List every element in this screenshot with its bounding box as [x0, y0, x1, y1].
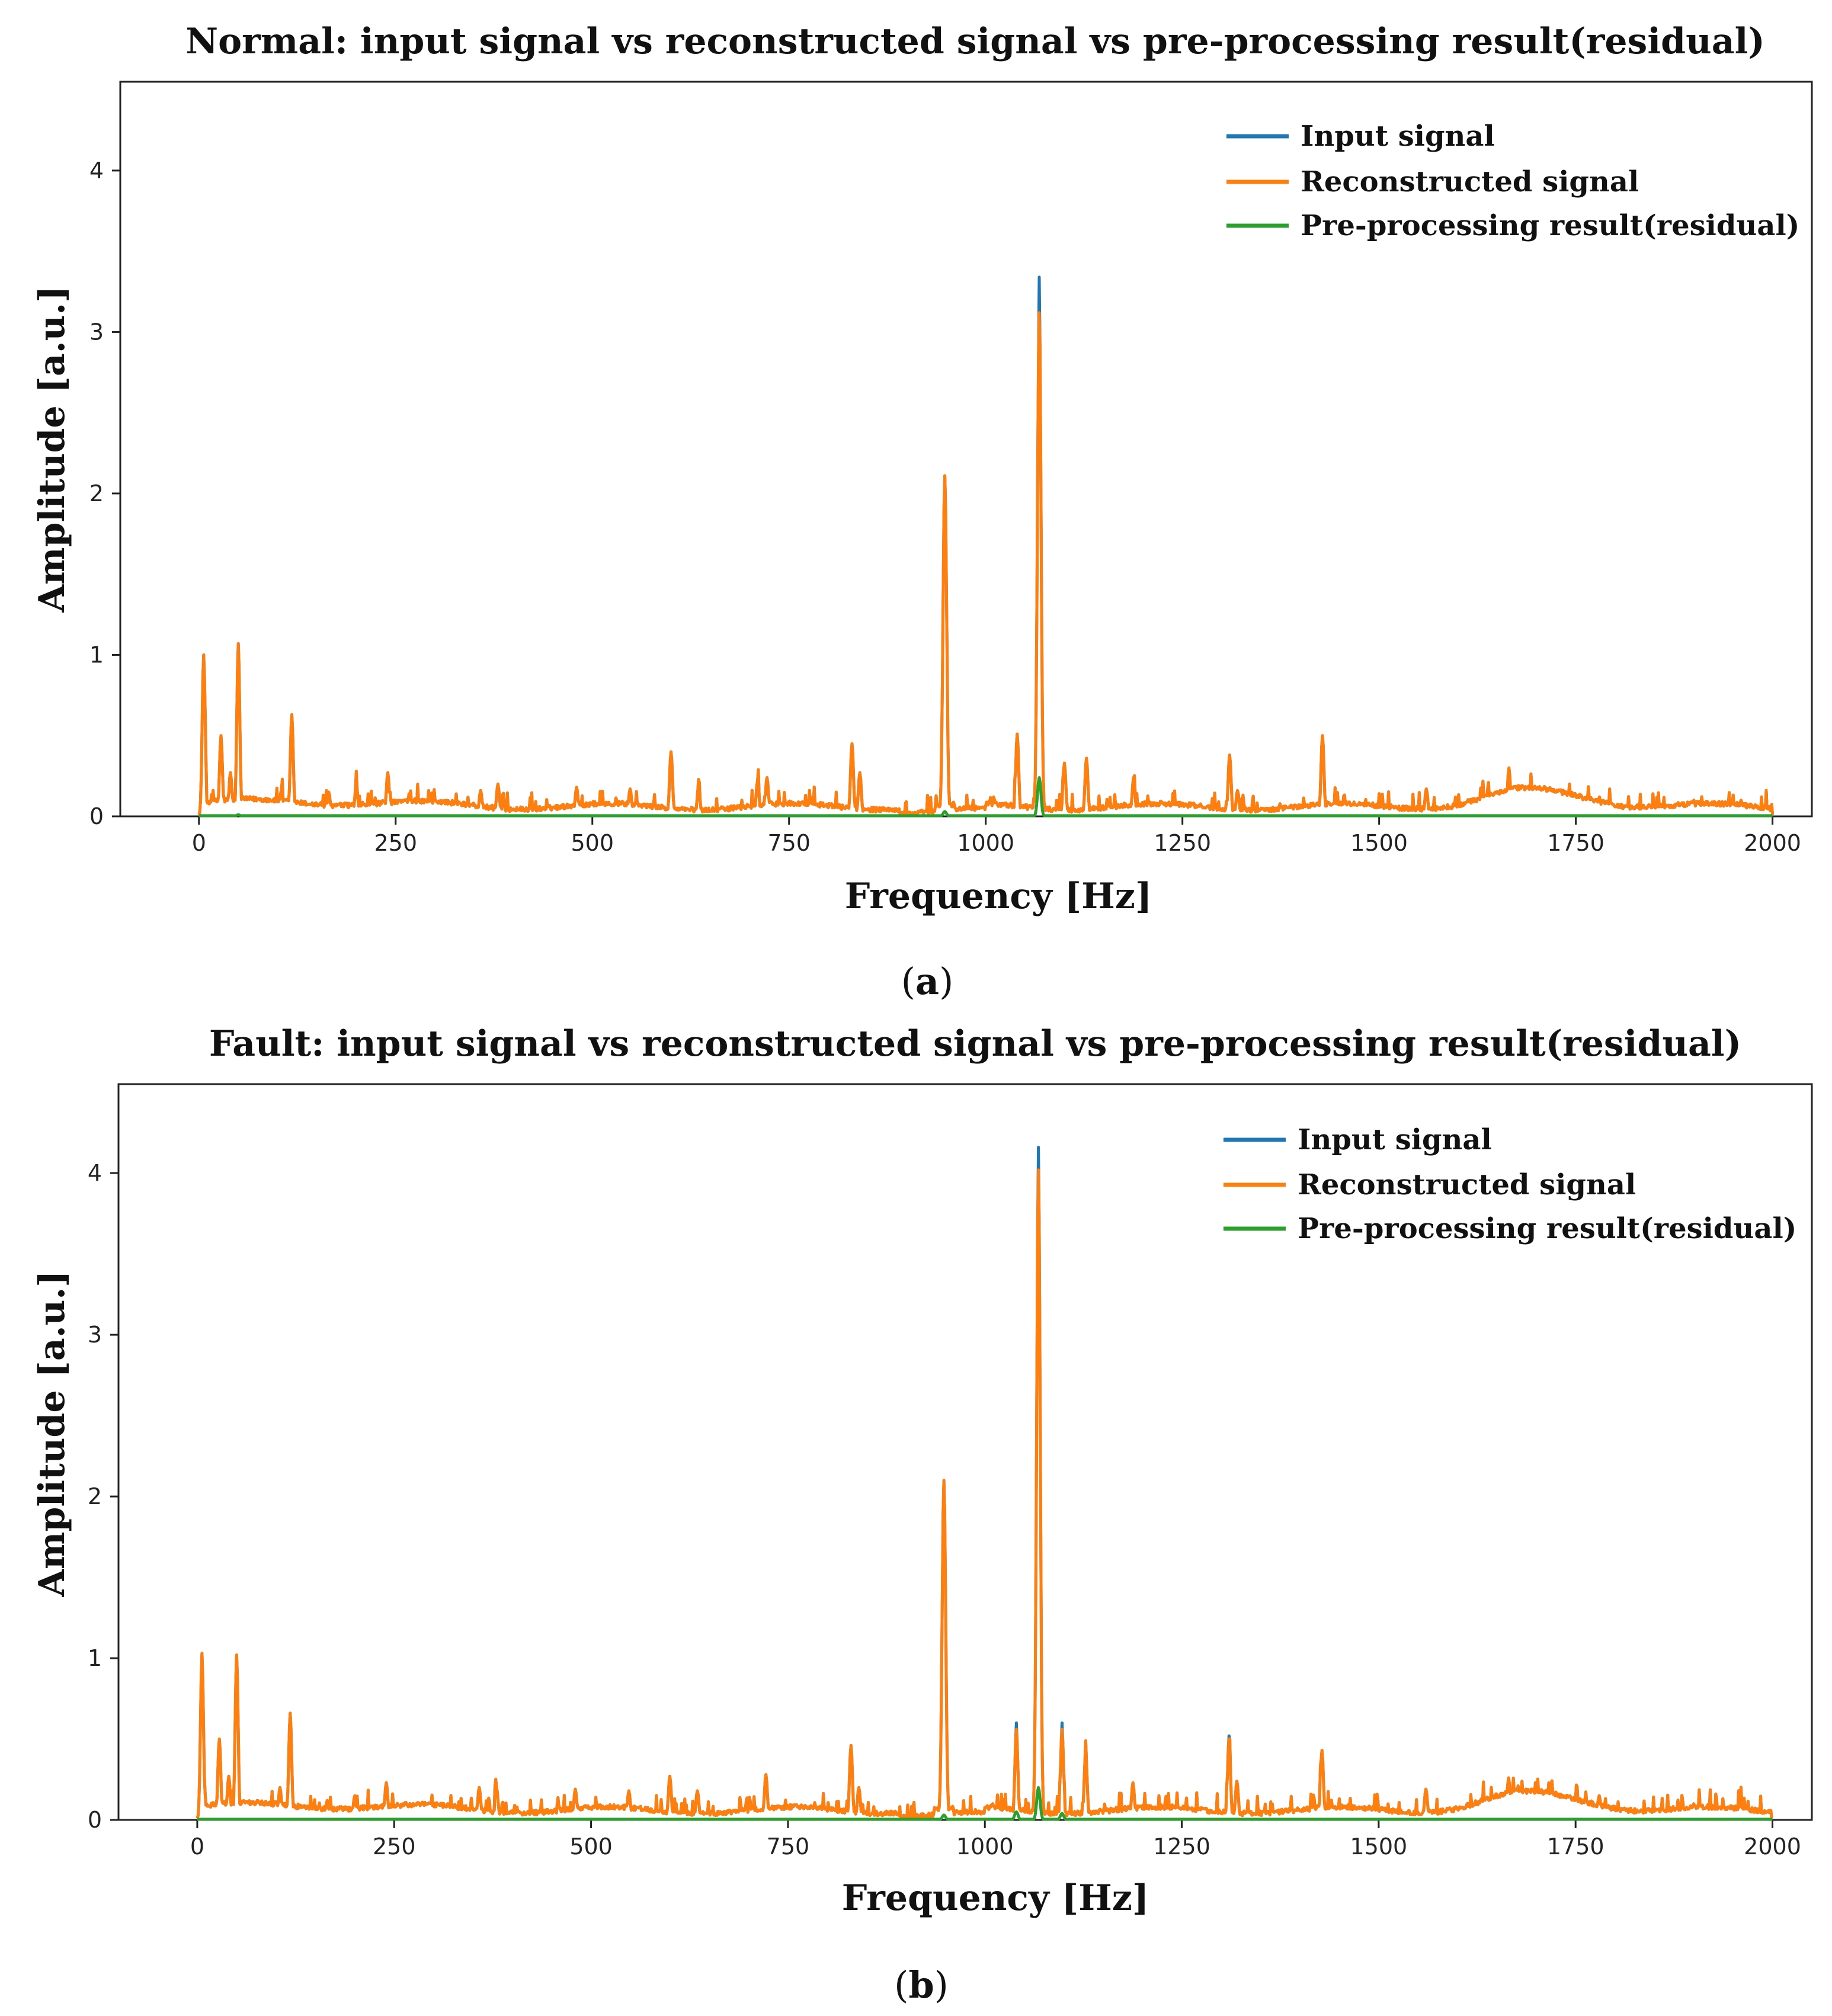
legend-b: Input signal Reconstructed signal Pre-pr…: [1224, 1123, 1796, 1245]
y-tick-label: 1: [89, 642, 104, 668]
series-line-reconstructed-signal: [197, 311, 1775, 816]
x-tick-label: 500: [569, 1834, 613, 1860]
panel-letter-b: b: [908, 1963, 934, 2007]
x-tick-label: 1500: [1350, 830, 1408, 856]
legend-label-input-a: Input signal: [1301, 120, 1495, 153]
y-tick-label: 4: [88, 1160, 102, 1186]
legend-label-reconstructed-b: Reconstructed signal: [1298, 1168, 1636, 1201]
panel-label-a: (a): [901, 960, 954, 1003]
x-tick-label: 1250: [1153, 1834, 1210, 1860]
axis-ticks-b: 0 250 500 750 1000 1250 1500 1750 2000 0 1 2 3 4: [88, 1160, 1801, 1860]
panel-label-b: (b): [894, 1963, 949, 2007]
series-line-residual: [196, 1786, 1773, 1821]
axis-ticks-a: 0 250 500 750 1000 1250 1500 1750 2000 0 1 2 3 4: [89, 158, 1801, 856]
x-tick-label: 500: [571, 830, 614, 856]
x-tick-label: 1000: [957, 830, 1014, 856]
panel-a: Normal: input signal vs reconstructed si…: [31, 21, 1813, 1003]
y-tick-label: 0: [89, 803, 104, 829]
chart-title-b: Fault: input signal vs reconstructed sig…: [209, 1023, 1741, 1065]
x-axis-label-b: Frequency [Hz]: [842, 1877, 1149, 1919]
legend-a: Input signal Reconstructed signal Pre-pr…: [1226, 120, 1799, 242]
x-tick-label: 750: [767, 1834, 810, 1860]
y-tick-label: 2: [89, 480, 104, 507]
y-axis-label-b: Amplitude [a.u.]: [31, 1271, 73, 1598]
y-tick-label: 2: [88, 1483, 102, 1509]
chart-title-a: Normal: input signal vs reconstructed si…: [185, 21, 1765, 62]
series-lines-b: [196, 1146, 1773, 1821]
legend-label-input-b: Input signal: [1298, 1123, 1492, 1156]
y-tick-label: 3: [89, 319, 104, 345]
y-tick-label: 1: [88, 1645, 102, 1671]
x-tick-label: 2000: [1744, 830, 1801, 856]
x-tick-label: 0: [192, 830, 206, 856]
series-line-reconstructed-signal: [196, 1168, 1773, 1820]
series-line-input-signal: [196, 1146, 1773, 1820]
x-tick-label: 250: [374, 830, 418, 856]
x-tick-label: 1250: [1154, 830, 1211, 856]
series-line-residual: [198, 776, 1773, 818]
legend-label-residual-a: Pre-processing result(residual): [1301, 209, 1799, 242]
legend-label-residual-b: Pre-processing result(residual): [1298, 1212, 1796, 1245]
x-tick-label: 1750: [1547, 1834, 1604, 1860]
y-tick-label: 4: [89, 158, 104, 184]
panel-b: Fault: input signal vs reconstructed sig…: [31, 1023, 1813, 2007]
x-tick-label: 250: [373, 1834, 416, 1860]
x-tick-label: 2000: [1744, 1834, 1801, 1860]
legend-label-reconstructed-a: Reconstructed signal: [1301, 165, 1639, 198]
x-tick-label: 1500: [1350, 1834, 1408, 1860]
y-tick-label: 3: [88, 1322, 102, 1348]
x-tick-label: 0: [190, 1834, 204, 1860]
x-tick-label: 1750: [1547, 830, 1604, 856]
y-tick-label: 0: [88, 1807, 102, 1833]
x-tick-label: 750: [767, 830, 811, 856]
series-lines-a: [197, 275, 1775, 818]
x-tick-label: 1000: [956, 1834, 1014, 1860]
series-line-input-signal: [197, 275, 1775, 816]
y-axis-label-a: Amplitude [a.u.]: [31, 286, 73, 613]
x-axis-label-a: Frequency [Hz]: [845, 876, 1152, 917]
panel-letter-a: a: [915, 960, 939, 1003]
